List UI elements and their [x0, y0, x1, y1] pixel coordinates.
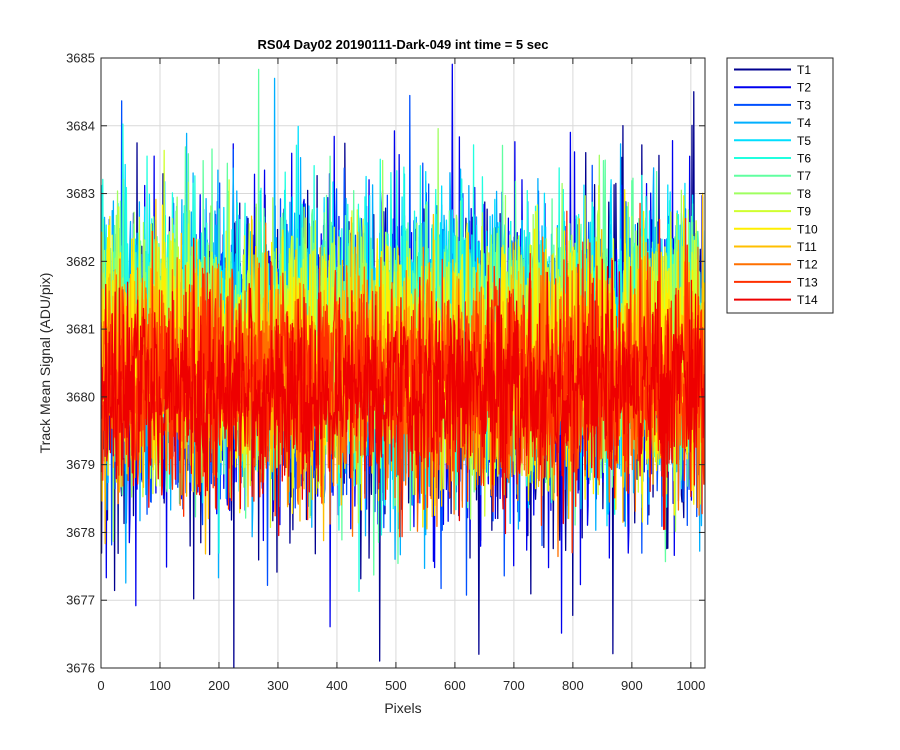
y-tick-label: 3685	[66, 51, 95, 66]
legend-label-t1: T1	[797, 63, 811, 77]
y-tick-label: 3684	[66, 118, 95, 133]
x-tick-label: 0	[97, 678, 104, 693]
legend-label-t10: T10	[797, 222, 818, 236]
legend-label-t4: T4	[797, 116, 811, 130]
plot-area	[101, 63, 705, 668]
legend: T1 T2 T3 T4 T5 T6 T7 T8 T9 T10 T11 T12 T13 T14	[726, 57, 834, 314]
x-tick-label: 500	[385, 678, 407, 693]
legend-label-t5: T5	[797, 134, 811, 148]
legend-label-t7: T7	[797, 169, 811, 183]
axis-ticks: 0 100 200 300 400 500 600 700 800 900 1000 3676 3677…	[66, 51, 705, 694]
legend-label-t12: T12	[797, 258, 818, 272]
y-tick-label: 3680	[66, 389, 95, 404]
legend-label-t9: T9	[797, 205, 811, 219]
legend-label-t2: T2	[797, 81, 811, 95]
x-tick-label: 900	[621, 678, 643, 693]
y-tick-label: 3681	[66, 322, 95, 337]
y-tick-label: 3678	[66, 525, 95, 540]
y-tick-label: 3677	[66, 593, 95, 608]
y-tick-label: 3676	[66, 661, 95, 676]
y-axis-label: Track Mean Signal (ADU/pix)	[37, 273, 53, 454]
x-tick-label: 1000	[676, 678, 705, 693]
legend-box	[726, 57, 834, 314]
x-axis-label: Pixels	[384, 700, 421, 716]
series-line-t14	[101, 237, 705, 537]
chart-title: RS04 Day02 20190111-Dark-049 int time = …	[258, 37, 549, 52]
legend-label-t8: T8	[797, 187, 811, 201]
x-tick-label: 700	[503, 678, 525, 693]
x-tick-label: 300	[267, 678, 289, 693]
x-tick-label: 800	[562, 678, 584, 693]
x-tick-label: 600	[444, 678, 466, 693]
y-tick-label: 3679	[66, 457, 95, 472]
legend-label-t14: T14	[797, 293, 818, 307]
y-tick-label: 3682	[66, 254, 95, 269]
legend-label-t6: T6	[797, 152, 811, 166]
y-tick-label: 3683	[66, 186, 95, 201]
series-layer	[101, 63, 705, 668]
x-tick-label: 100	[149, 678, 171, 693]
x-tick-label: 200	[208, 678, 230, 693]
legend-label-t3: T3	[797, 98, 811, 112]
legend-label-t11: T11	[797, 240, 817, 254]
x-tick-label: 400	[326, 678, 348, 693]
legend-label-t13: T13	[797, 275, 818, 289]
plot-border	[100, 57, 706, 669]
